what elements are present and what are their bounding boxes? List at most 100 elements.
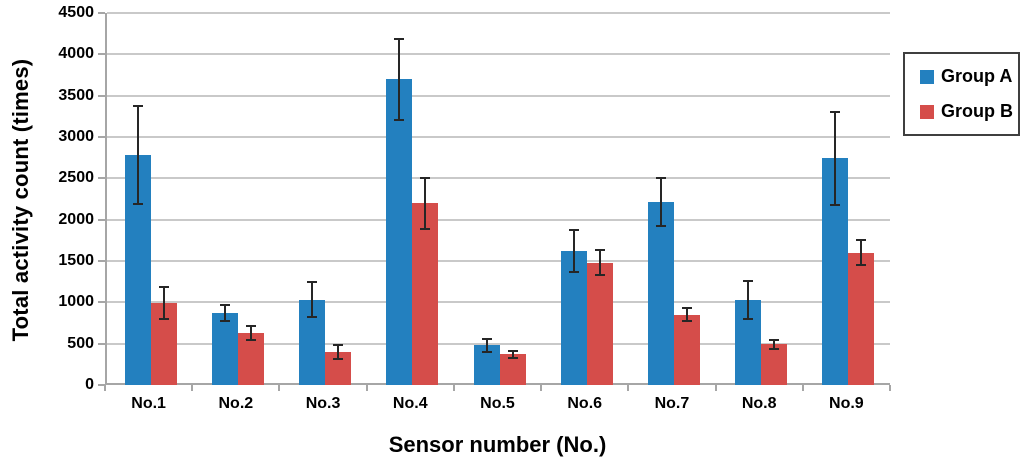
error-bar-cap — [830, 203, 841, 206]
error-bar-cap — [830, 111, 841, 114]
y-tick-mark — [98, 177, 105, 180]
error-bar — [424, 177, 427, 229]
gridline-3000 — [107, 136, 890, 138]
y-tick-mark — [98, 12, 105, 14]
x-tick-label-no1: No.1 — [131, 395, 166, 412]
error-bar-cap — [333, 357, 344, 360]
error-bar-cap — [681, 307, 692, 310]
error-bar-cap — [420, 227, 431, 230]
y-tick-mark — [98, 384, 105, 386]
error-bar-cap — [307, 316, 318, 319]
gridline-2500 — [107, 177, 890, 180]
error-bar — [747, 280, 750, 319]
legend-swatch-icon — [920, 69, 934, 84]
y-tick-mark — [98, 301, 105, 304]
error-bar-cap — [158, 317, 169, 320]
y-tick-mark — [98, 136, 105, 138]
error-bar — [485, 338, 488, 352]
y-tick-mark — [98, 94, 105, 97]
x-tick-label-no8: No.8 — [741, 395, 777, 412]
error-bar — [511, 351, 514, 358]
x-tick-label-no2: No.2 — [218, 395, 254, 412]
y-tick-mark — [98, 53, 105, 56]
error-bar-cap — [507, 356, 518, 359]
y-tick-label-4500: 4500 — [58, 4, 94, 21]
x-tick-mark — [714, 385, 717, 391]
error-bar — [398, 38, 401, 120]
error-bar — [311, 282, 314, 318]
error-bar-cap — [245, 325, 256, 328]
bar-group-a-no4 — [386, 79, 413, 385]
y-tick-mark — [98, 260, 105, 262]
bar-group-a-no2 — [211, 313, 238, 385]
gridline-3500 — [107, 94, 890, 97]
bar-group-b-no2 — [237, 332, 264, 385]
y-tick-label-4000: 4000 — [58, 45, 94, 63]
error-bar — [136, 106, 139, 204]
x-tick-mark — [191, 385, 194, 391]
x-tick-mark — [104, 385, 106, 391]
error-bar — [223, 304, 226, 322]
gridline-1500 — [107, 260, 890, 262]
y-tick-label-1000: 1000 — [58, 293, 94, 311]
error-bar-cap — [394, 37, 405, 40]
gridline-4500 — [107, 12, 890, 14]
x-tick-mark — [889, 385, 891, 391]
error-bar-cap — [394, 118, 405, 121]
y-tick-mark — [98, 342, 105, 345]
x-axis-title: Sensor number (No.) — [388, 432, 607, 457]
x-tick-label-no9: No.9 — [829, 395, 864, 412]
error-bar-cap — [856, 239, 867, 242]
error-bar — [685, 308, 688, 322]
bar-group-b-no7 — [673, 314, 700, 385]
error-bar-cap — [481, 337, 492, 340]
legend-item-group-a: Group A — [920, 66, 1018, 87]
error-bar-cap — [219, 320, 230, 323]
x-tick-mark — [540, 385, 543, 391]
y-tick-label-3000: 3000 — [58, 128, 94, 145]
error-bar-cap — [655, 225, 666, 228]
x-tick-label-no3: No.3 — [305, 395, 341, 412]
error-bar-cap — [158, 286, 169, 289]
y-tick-label-0: 0 — [85, 376, 94, 393]
y-tick-mark — [98, 218, 105, 221]
legend-label: Group A — [941, 66, 1013, 86]
error-bar-cap — [420, 176, 431, 179]
error-bar-cap — [568, 270, 579, 273]
error-bar-cap — [568, 229, 579, 232]
error-bar — [773, 340, 776, 349]
error-bar-cap — [594, 274, 605, 277]
gridline-4000 — [107, 53, 890, 56]
error-bar-cap — [333, 344, 344, 347]
legend-swatch-icon — [920, 104, 934, 119]
y-tick-label-2000: 2000 — [58, 210, 94, 228]
error-bar-cap — [655, 177, 666, 180]
bar-group-b-no8 — [761, 344, 788, 385]
bar-group-b-no9 — [848, 252, 875, 385]
x-tick-label-no6: No.6 — [567, 395, 603, 412]
legend-item-group-b: Group B — [920, 101, 1018, 122]
y-tick-label-500: 500 — [67, 334, 94, 352]
error-bar-cap — [132, 202, 143, 205]
error-bar-cap — [507, 350, 518, 353]
bar-group-a-no6 — [560, 251, 587, 385]
x-tick-mark — [278, 385, 281, 391]
error-bar-cap — [743, 279, 754, 282]
x-tick-label-no7: No.7 — [654, 395, 690, 412]
error-bar-cap — [245, 338, 256, 341]
x-tick-mark — [627, 385, 630, 391]
error-bar — [860, 240, 863, 266]
plot-area — [105, 12, 890, 385]
error-bar-cap — [769, 339, 780, 342]
error-bar-cap — [307, 281, 318, 284]
y-tick-label-2500: 2500 — [58, 169, 94, 187]
x-tick-mark — [801, 385, 804, 391]
gridline-2000 — [107, 218, 890, 221]
y-tick-label-1500: 1500 — [58, 252, 94, 269]
legend-items: Group A Group B — [920, 66, 1018, 122]
error-bar-cap — [132, 105, 143, 108]
y-axis-title: Total activity count (times) — [8, 58, 33, 342]
error-bar-cap — [681, 320, 692, 323]
error-bar — [834, 112, 837, 205]
